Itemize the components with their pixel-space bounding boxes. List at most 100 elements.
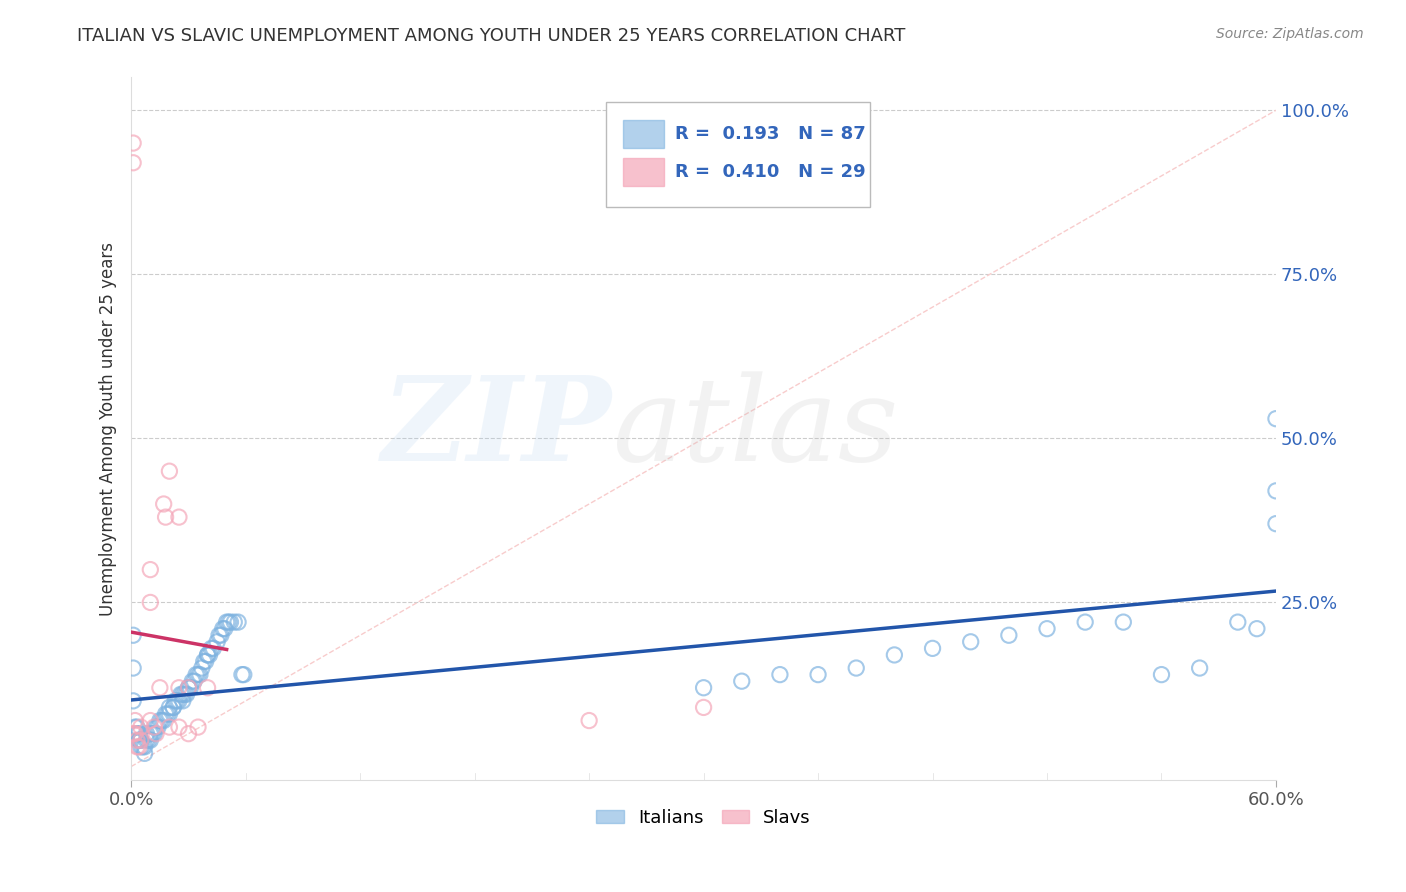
Point bbox=[191, 661, 214, 675]
Point bbox=[146, 720, 169, 734]
Point bbox=[959, 635, 981, 649]
Point bbox=[731, 674, 754, 689]
Point bbox=[845, 661, 868, 675]
Point bbox=[129, 733, 152, 747]
Point bbox=[197, 648, 219, 662]
Point bbox=[1188, 661, 1211, 675]
Point bbox=[184, 667, 207, 681]
Text: ZIP: ZIP bbox=[382, 371, 612, 486]
Point bbox=[692, 681, 714, 695]
Point bbox=[162, 700, 184, 714]
Point bbox=[769, 667, 792, 681]
Point bbox=[124, 727, 146, 741]
Point bbox=[183, 674, 205, 689]
Point bbox=[152, 497, 174, 511]
Point bbox=[187, 720, 209, 734]
Point bbox=[179, 681, 201, 695]
Point bbox=[998, 628, 1021, 642]
Point bbox=[177, 727, 200, 741]
Point bbox=[129, 733, 152, 747]
Point bbox=[128, 727, 150, 741]
Point bbox=[155, 706, 177, 721]
Point bbox=[139, 714, 162, 728]
Point bbox=[172, 687, 194, 701]
Point bbox=[165, 694, 187, 708]
Point bbox=[807, 667, 830, 681]
Point bbox=[231, 667, 253, 681]
Point bbox=[125, 727, 148, 741]
Point bbox=[122, 155, 145, 169]
Legend: Italians, Slavs: Italians, Slavs bbox=[589, 801, 818, 834]
Point bbox=[167, 510, 190, 524]
Point bbox=[205, 635, 228, 649]
Point bbox=[149, 681, 172, 695]
Point bbox=[157, 720, 180, 734]
Point bbox=[209, 628, 232, 642]
Point bbox=[156, 706, 179, 721]
Point bbox=[177, 681, 200, 695]
Point bbox=[129, 739, 152, 754]
Point bbox=[177, 681, 200, 695]
Point bbox=[150, 714, 173, 728]
Text: R =  0.410   N = 29: R = 0.410 N = 29 bbox=[675, 163, 866, 181]
Point bbox=[1265, 483, 1288, 498]
Point bbox=[578, 714, 600, 728]
Point bbox=[692, 700, 714, 714]
Point bbox=[188, 667, 211, 681]
Point bbox=[1265, 516, 1288, 531]
Point bbox=[134, 747, 156, 761]
Point bbox=[1150, 667, 1173, 681]
Point bbox=[218, 615, 240, 629]
Point bbox=[155, 510, 177, 524]
Point bbox=[138, 733, 160, 747]
Point bbox=[143, 727, 166, 741]
Point bbox=[157, 706, 180, 721]
Point bbox=[187, 667, 209, 681]
Point bbox=[135, 733, 157, 747]
Point bbox=[224, 615, 246, 629]
Point bbox=[141, 727, 163, 741]
Point bbox=[226, 615, 249, 629]
Point bbox=[1226, 615, 1249, 629]
Point bbox=[135, 727, 157, 741]
Bar bbox=[623, 120, 664, 148]
Point bbox=[172, 694, 194, 708]
Point bbox=[219, 615, 242, 629]
Text: ITALIAN VS SLAVIC UNEMPLOYMENT AMONG YOUTH UNDER 25 YEARS CORRELATION CHART: ITALIAN VS SLAVIC UNEMPLOYMENT AMONG YOU… bbox=[77, 27, 905, 45]
Point bbox=[167, 720, 190, 734]
Point bbox=[167, 681, 190, 695]
Bar bbox=[623, 158, 664, 186]
Point bbox=[232, 667, 254, 681]
Point bbox=[122, 628, 145, 642]
Point bbox=[1036, 622, 1059, 636]
Text: Source: ZipAtlas.com: Source: ZipAtlas.com bbox=[1216, 27, 1364, 41]
Point bbox=[1265, 411, 1288, 425]
Point bbox=[170, 687, 193, 701]
Point bbox=[122, 727, 145, 741]
Point bbox=[198, 648, 221, 662]
Point bbox=[177, 681, 200, 695]
Text: atlas: atlas bbox=[612, 371, 898, 486]
Point bbox=[167, 694, 190, 708]
FancyBboxPatch shape bbox=[606, 102, 869, 207]
Point bbox=[131, 739, 153, 754]
Point bbox=[1246, 622, 1268, 636]
Point bbox=[122, 136, 145, 150]
Point bbox=[139, 595, 162, 609]
Point bbox=[129, 720, 152, 734]
Point bbox=[157, 464, 180, 478]
Point bbox=[122, 661, 145, 675]
Point bbox=[1074, 615, 1097, 629]
Point bbox=[128, 739, 150, 754]
Point bbox=[124, 720, 146, 734]
Point bbox=[193, 655, 215, 669]
Y-axis label: Unemployment Among Youth under 25 years: Unemployment Among Youth under 25 years bbox=[100, 242, 117, 615]
Point bbox=[197, 648, 219, 662]
Point bbox=[152, 714, 174, 728]
Point bbox=[200, 641, 222, 656]
Text: R =  0.193   N = 87: R = 0.193 N = 87 bbox=[675, 125, 866, 143]
Point bbox=[202, 641, 225, 656]
Point bbox=[162, 700, 184, 714]
Point bbox=[197, 681, 219, 695]
Point bbox=[139, 733, 162, 747]
